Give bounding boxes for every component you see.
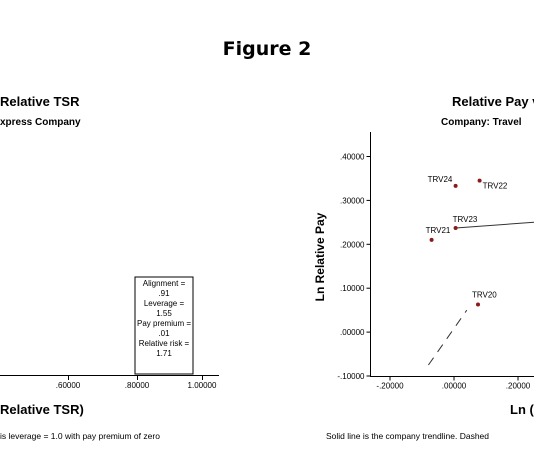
right-y-tick-label: .30000 — [340, 196, 365, 205]
left-annotation-box — [134, 276, 194, 375]
right-chart-subtitle: Company: Travel — [441, 117, 522, 128]
left-x-tick-label: .80000 — [125, 381, 150, 390]
data-point-trv21 — [429, 237, 434, 242]
right-x-tick-label: -.20000 — [376, 382, 404, 391]
right-x-tick-label: .20000 — [506, 382, 531, 391]
right-y-tick-label: .40000 — [340, 153, 365, 162]
right-y-tick-label: .20000 — [340, 240, 365, 249]
data-point-trv20 — [476, 302, 480, 307]
annotation-line: Relative risk = — [139, 339, 190, 348]
left-chart-xlabel: Relative TSR) — [0, 402, 84, 417]
left-chart-subtitle: xpress Company — [0, 117, 81, 128]
figure-title: Figure 2 — [222, 38, 312, 60]
annotation-line: 1.71 — [156, 349, 172, 358]
point-label-trv23: TRV23 — [453, 215, 478, 224]
data-point-trv23 — [453, 226, 458, 231]
left-chart: .60000 .80000 1.00000 Alignment =.91Levera… — [0, 276, 219, 390]
dashed-reference-line — [427, 309, 468, 366]
left-x-tick-label: .60000 — [56, 381, 81, 390]
right-chart-title: Relative Pay v — [452, 94, 534, 109]
right-y-tick-label: -.10000 — [337, 372, 365, 381]
annotation-line: .01 — [158, 329, 170, 338]
left-x-tick-label: 1.00000 — [188, 381, 217, 390]
right-chart-note: Solid line is the company trendline. Das… — [326, 431, 490, 441]
annotation-line: Alignment = — [143, 279, 186, 288]
company-trendline — [455, 221, 534, 229]
right-chart: .40000 .30000 .20000 .10000 .00000 -.10000 -.… — [337, 132, 534, 391]
point-label-trv21: TRV21 — [426, 226, 451, 235]
data-point-trv24 — [453, 183, 458, 188]
annotation-line: Pay premium = — [137, 319, 191, 328]
right-x-tick-label: .00000 — [442, 382, 467, 391]
left-chart-title: Relative TSR — [0, 94, 80, 109]
point-label-trv20: TRV20 — [472, 290, 497, 299]
annotation-line: 1.55 — [156, 309, 172, 318]
right-y-tick-label: .00000 — [340, 328, 365, 337]
annotation-line: .91 — [158, 289, 170, 298]
right-y-tick-label: .10000 — [340, 284, 365, 293]
data-point-trv22 — [477, 178, 482, 183]
point-label-trv22: TRV22 — [483, 182, 508, 191]
point-label-trv24: TRV24 — [428, 175, 453, 184]
annotation-line: Leverage = — [144, 299, 185, 308]
right-chart-xlabel: Ln ( — [510, 402, 534, 417]
left-chart-note: is leverage = 1.0 with pay premium of ze… — [0, 431, 160, 441]
